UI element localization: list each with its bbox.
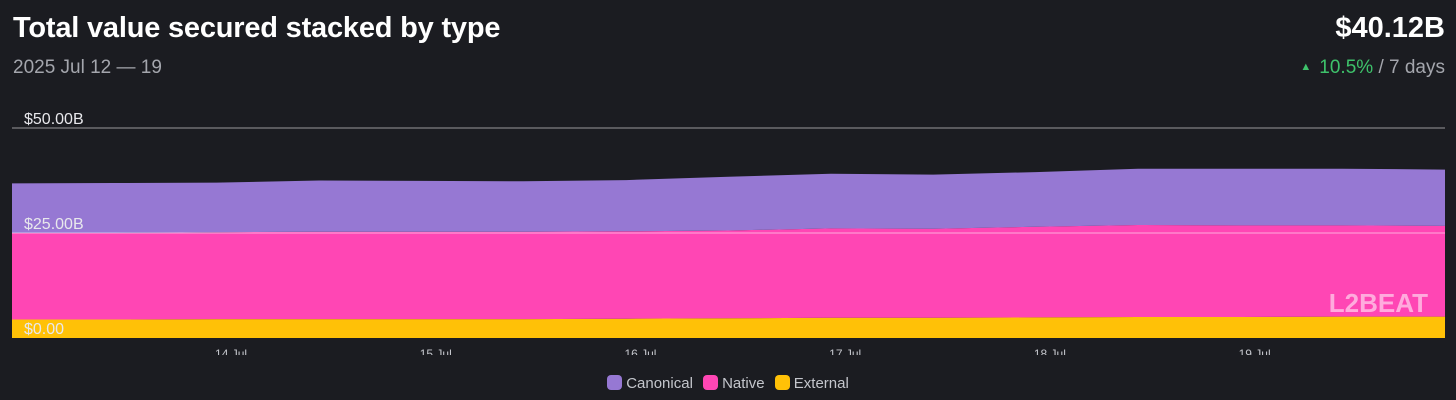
chart-title: Total value secured stacked by type: [13, 12, 501, 44]
y-tick-label: $25.00B: [24, 216, 84, 233]
legend-item-canonical[interactable]: Canonical: [607, 375, 693, 392]
x-tick-label: 19 Jul: [1239, 347, 1271, 355]
legend-item-external[interactable]: External: [774, 375, 849, 392]
l2beat-watermark: L2BEAT: [1329, 288, 1428, 318]
change-period: / 7 days: [1378, 57, 1445, 78]
x-tick-label: 17 Jul: [829, 347, 861, 355]
stacked-area-chart: $0.00 $25.00B $50.00B 14 Jul 15 Jul 16 Jul 17 …: [12, 111, 1445, 355]
x-tick-label: 15 Jul: [420, 347, 452, 355]
y-tick-label: $0.00: [24, 321, 64, 338]
date-range: 2025 Jul 12 — 19: [13, 57, 162, 78]
legend-label: External: [793, 375, 849, 392]
legend-swatch-native: [703, 375, 719, 390]
area-series-native: [12, 225, 1445, 320]
total-value: $40.12B: [1335, 12, 1445, 44]
y-tick-label: $50.00B: [24, 111, 84, 128]
legend-item-native[interactable]: Native: [703, 375, 765, 392]
arrow-up-icon: ▲: [1300, 61, 1312, 73]
change-indicator: ▲ 10.5% / 7 days: [1300, 57, 1445, 79]
legend-label: Canonical: [626, 375, 693, 392]
area-series-canonical: [12, 168, 1445, 233]
x-tick-label: 16 Jul: [624, 347, 656, 355]
legend-label: Native: [722, 375, 765, 392]
change-percent: 10.5%: [1319, 57, 1374, 78]
x-tick-label: 14 Jul: [215, 347, 247, 355]
legend-swatch-canonical: [607, 375, 623, 390]
area-series-external: [12, 316, 1445, 338]
legend-swatch-external: [774, 375, 790, 390]
x-tick-label: 18 Jul: [1034, 347, 1066, 355]
chart-legend: Canonical Native External: [0, 375, 1456, 392]
